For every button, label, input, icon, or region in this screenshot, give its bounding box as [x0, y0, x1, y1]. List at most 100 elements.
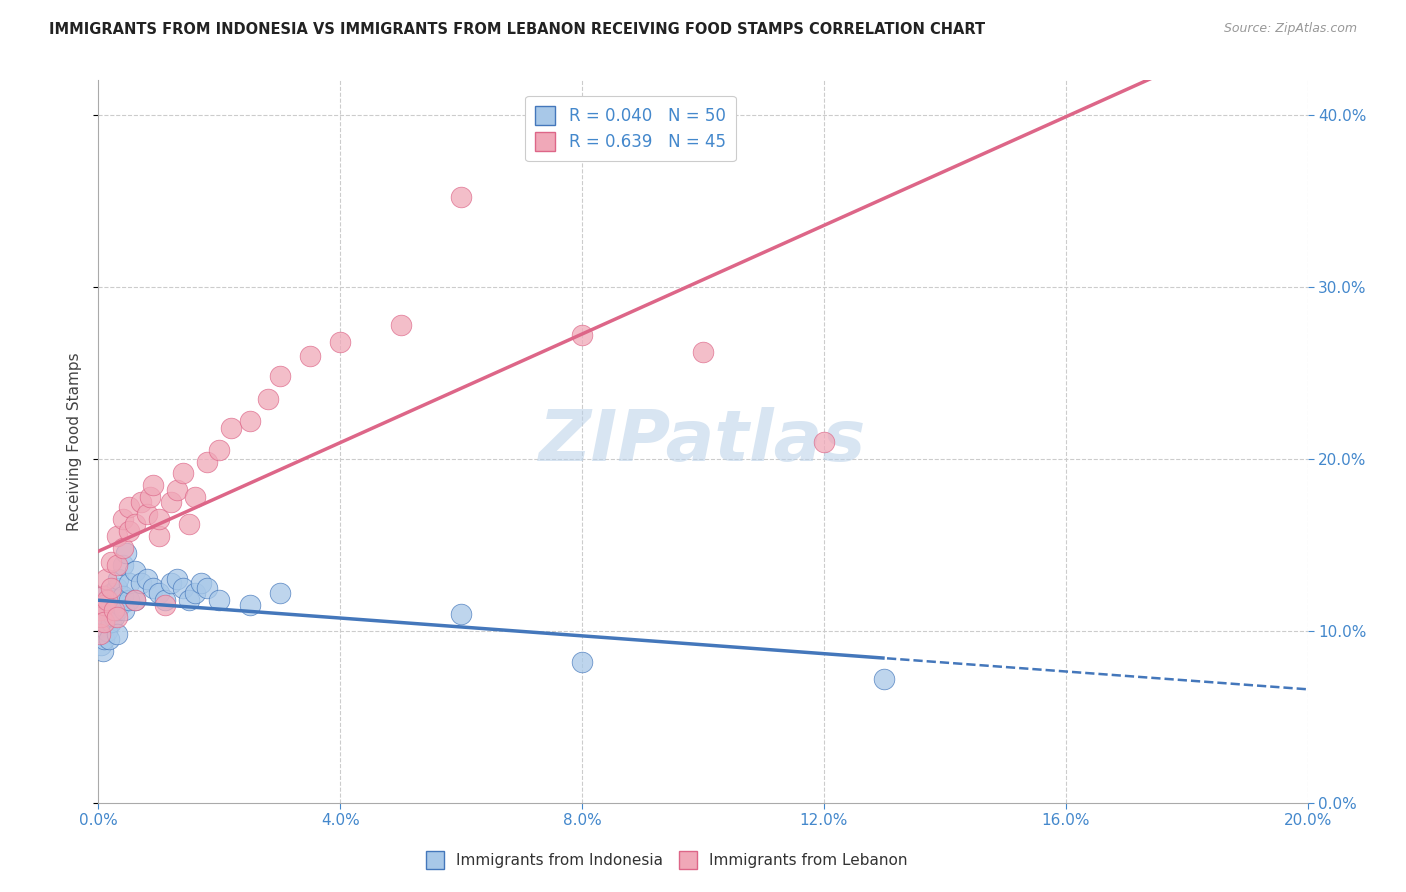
- Point: [190, 575, 212, 590]
- Point: [221, 421, 243, 435]
- Point: [129, 494, 152, 508]
- Point: [148, 512, 170, 526]
- Y-axis label: Receiving Food Stamps: Receiving Food Stamps: [67, 352, 83, 531]
- Point: [103, 603, 125, 617]
- Point: [90, 610, 112, 624]
- Point: [96, 592, 118, 607]
- Point: [166, 483, 188, 497]
- Point: [571, 655, 593, 669]
- Point: [89, 627, 111, 641]
- Point: [118, 592, 141, 607]
- Point: [239, 414, 262, 428]
- Legend: Immigrants from Indonesia, Immigrants from Lebanon: Immigrants from Indonesia, Immigrants fr…: [419, 845, 914, 875]
- Point: [91, 644, 114, 658]
- Point: [160, 494, 183, 508]
- Point: [100, 586, 122, 600]
- Point: [111, 541, 134, 556]
- Point: [90, 607, 112, 621]
- Text: Source: ZipAtlas.com: Source: ZipAtlas.com: [1223, 22, 1357, 36]
- Point: [269, 586, 291, 600]
- Point: [450, 190, 472, 204]
- Point: [813, 434, 835, 449]
- Point: [179, 592, 201, 607]
- Point: [195, 455, 218, 469]
- Point: [124, 592, 146, 607]
- Text: IMMIGRANTS FROM INDONESIA VS IMMIGRANTS FROM LEBANON RECEIVING FOOD STAMPS CORRE: IMMIGRANTS FROM INDONESIA VS IMMIGRANTS …: [49, 22, 986, 37]
- Point: [118, 500, 141, 514]
- Point: [93, 632, 115, 647]
- Point: [98, 632, 121, 647]
- Point: [103, 610, 125, 624]
- Point: [91, 590, 114, 604]
- Point: [124, 592, 146, 607]
- Point: [172, 581, 194, 595]
- Point: [100, 598, 122, 612]
- Point: [104, 592, 127, 607]
- Point: [105, 581, 128, 595]
- Point: [100, 615, 122, 630]
- Point: [112, 603, 135, 617]
- Point: [329, 334, 352, 349]
- Point: [142, 477, 165, 491]
- Point: [256, 392, 278, 406]
- Point: [89, 615, 111, 630]
- Point: [97, 592, 120, 607]
- Point: [89, 627, 111, 641]
- Point: [873, 672, 896, 686]
- Point: [105, 610, 128, 624]
- Point: [142, 581, 165, 595]
- Point: [93, 590, 115, 604]
- Point: [153, 598, 176, 612]
- Point: [139, 490, 162, 504]
- Point: [91, 618, 114, 632]
- Point: [135, 572, 157, 586]
- Point: [93, 598, 115, 612]
- Point: [208, 592, 231, 607]
- Point: [91, 598, 114, 612]
- Point: [148, 586, 170, 600]
- Point: [299, 349, 322, 363]
- Point: [105, 558, 128, 573]
- Point: [389, 318, 412, 332]
- Point: [124, 564, 146, 578]
- Point: [135, 507, 157, 521]
- Point: [153, 592, 176, 607]
- Text: ZIPatlas: ZIPatlas: [540, 407, 866, 476]
- Point: [166, 572, 188, 586]
- Point: [94, 610, 117, 624]
- Point: [105, 603, 128, 617]
- Point: [105, 529, 128, 543]
- Point: [692, 345, 714, 359]
- Point: [172, 466, 194, 480]
- Point: [93, 615, 115, 630]
- Point: [111, 590, 134, 604]
- Point: [184, 490, 207, 504]
- Point: [179, 517, 201, 532]
- Point: [100, 581, 122, 595]
- Point: [129, 575, 152, 590]
- Point: [107, 572, 129, 586]
- Point: [118, 575, 141, 590]
- Point: [105, 627, 128, 641]
- Point: [195, 581, 218, 595]
- Point: [239, 598, 262, 612]
- Point: [160, 575, 183, 590]
- Point: [450, 607, 472, 621]
- Point: [111, 558, 134, 573]
- Point: [100, 555, 122, 569]
- Point: [118, 524, 141, 538]
- Point: [571, 327, 593, 342]
- Point: [208, 443, 231, 458]
- Point: [89, 603, 111, 617]
- Point: [90, 638, 112, 652]
- Point: [96, 624, 118, 638]
- Point: [184, 586, 207, 600]
- Point: [148, 529, 170, 543]
- Point: [94, 572, 117, 586]
- Point: [111, 512, 134, 526]
- Point: [108, 598, 131, 612]
- Point: [96, 603, 118, 617]
- Point: [114, 546, 136, 560]
- Point: [269, 369, 291, 384]
- Point: [124, 517, 146, 532]
